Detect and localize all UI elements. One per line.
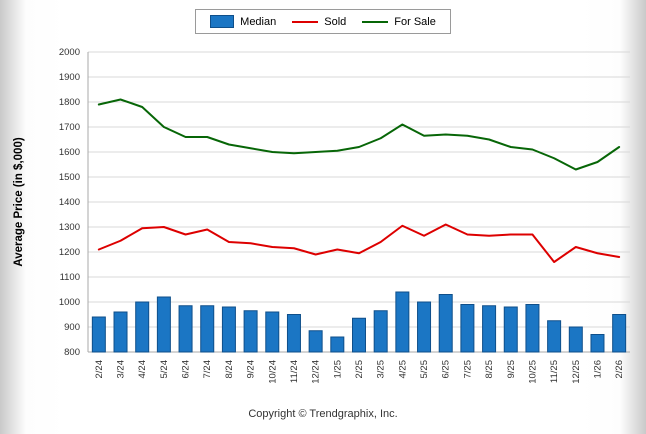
median-bar [525, 304, 540, 353]
svg-text:1000: 1000 [59, 297, 80, 308]
svg-text:1500: 1500 [59, 172, 80, 183]
svg-text:9/24: 9/24 [246, 360, 257, 379]
svg-text:10/24: 10/24 [267, 360, 278, 384]
svg-text:7/24: 7/24 [202, 360, 213, 379]
median-bar [590, 334, 605, 353]
median-bar [568, 326, 583, 353]
svg-text:5/24: 5/24 [159, 360, 170, 379]
legend-label-sold: Sold [324, 15, 347, 28]
legend-label-median: Median [240, 15, 277, 28]
median-bar [178, 305, 193, 353]
svg-text:4/24: 4/24 [137, 360, 148, 379]
y-axis-title: Average Price (in $,000) [13, 137, 25, 267]
svg-text:12/25: 12/25 [571, 360, 582, 384]
median-bar [135, 301, 150, 353]
legend-row: Median Sold For Sale [0, 0, 646, 34]
legend-label-forsale: For Sale [394, 15, 436, 28]
svg-text:10/25: 10/25 [527, 360, 538, 384]
median-bar [200, 305, 215, 353]
svg-text:7/25: 7/25 [462, 360, 473, 379]
legend: Median Sold For Sale [195, 9, 451, 34]
median-bar [91, 316, 106, 353]
svg-text:4/25: 4/25 [397, 360, 408, 379]
svg-text:11/25: 11/25 [549, 360, 560, 383]
svg-text:5/25: 5/25 [419, 360, 430, 379]
median-bar [438, 294, 453, 353]
svg-text:1700: 1700 [59, 122, 80, 133]
svg-text:1200: 1200 [59, 247, 80, 258]
median-bar [113, 311, 128, 353]
svg-text:900: 900 [64, 322, 80, 333]
chart-area: 800 900 1000 1100 1200 1300 1400 1500 1600 1700 18… [0, 36, 646, 401]
svg-text:800: 800 [64, 347, 80, 358]
median-bars [91, 291, 627, 353]
svg-text:2/24: 2/24 [94, 360, 105, 379]
median-bar [221, 306, 236, 353]
svg-text:1300: 1300 [59, 222, 80, 233]
y-gridlines [87, 51, 630, 353]
median-bar [330, 336, 345, 353]
svg-text:2000: 2000 [59, 47, 80, 58]
median-bar [265, 311, 280, 353]
median-bar [156, 296, 171, 353]
x-axis-labels: 2/24 3/24 4/24 5/24 6/24 7/24 8/24 9/24 10/24 11/… [94, 360, 625, 384]
svg-text:6/24: 6/24 [181, 360, 192, 379]
median-bar [243, 310, 258, 353]
svg-text:6/25: 6/25 [441, 360, 452, 379]
median-bar [503, 306, 518, 353]
sold-line [97, 223, 621, 263]
median-bar [373, 310, 388, 353]
svg-text:1900: 1900 [59, 72, 80, 83]
svg-text:1/26: 1/26 [592, 360, 603, 379]
svg-text:3/24: 3/24 [116, 360, 127, 379]
svg-text:1800: 1800 [59, 97, 80, 108]
y-axis-labels: 800 900 1000 1100 1200 1300 1400 1500 1600 1700 18… [59, 47, 80, 358]
svg-text:12/24: 12/24 [311, 360, 322, 384]
price-chart: 800 900 1000 1100 1200 1300 1400 1500 1600 1700 18… [13, 47, 630, 384]
svg-text:1400: 1400 [59, 197, 80, 208]
svg-text:2/25: 2/25 [354, 360, 365, 379]
forsale-swatch-icon [362, 20, 389, 23]
svg-text:8/24: 8/24 [224, 360, 235, 379]
copyright-text: Copyright © Trendgraphix, Inc. [248, 408, 398, 420]
median-bar [286, 314, 301, 353]
median-bar [460, 304, 475, 353]
svg-text:3/25: 3/25 [376, 360, 387, 379]
median-bar [308, 330, 323, 353]
median-bar [395, 291, 410, 353]
sold-swatch-icon [292, 20, 319, 23]
median-bar [547, 320, 562, 353]
svg-text:9/25: 9/25 [506, 360, 517, 379]
svg-text:1100: 1100 [60, 272, 80, 283]
legend-item-sold: Sold [292, 16, 346, 28]
median-bar [612, 314, 627, 353]
svg-text:8/25: 8/25 [484, 360, 495, 379]
for-sale-line [97, 98, 621, 171]
median-swatch-icon [210, 15, 235, 28]
svg-text:11/24: 11/24 [289, 360, 300, 383]
median-bar [352, 317, 366, 353]
svg-text:2/26: 2/26 [614, 360, 625, 379]
svg-text:1/25: 1/25 [332, 360, 343, 379]
median-bar [482, 305, 497, 353]
median-bar [417, 301, 432, 353]
legend-item-median: Median [210, 15, 276, 28]
legend-item-forsale: For Sale [362, 16, 436, 28]
svg-text:1600: 1600 [59, 147, 80, 158]
